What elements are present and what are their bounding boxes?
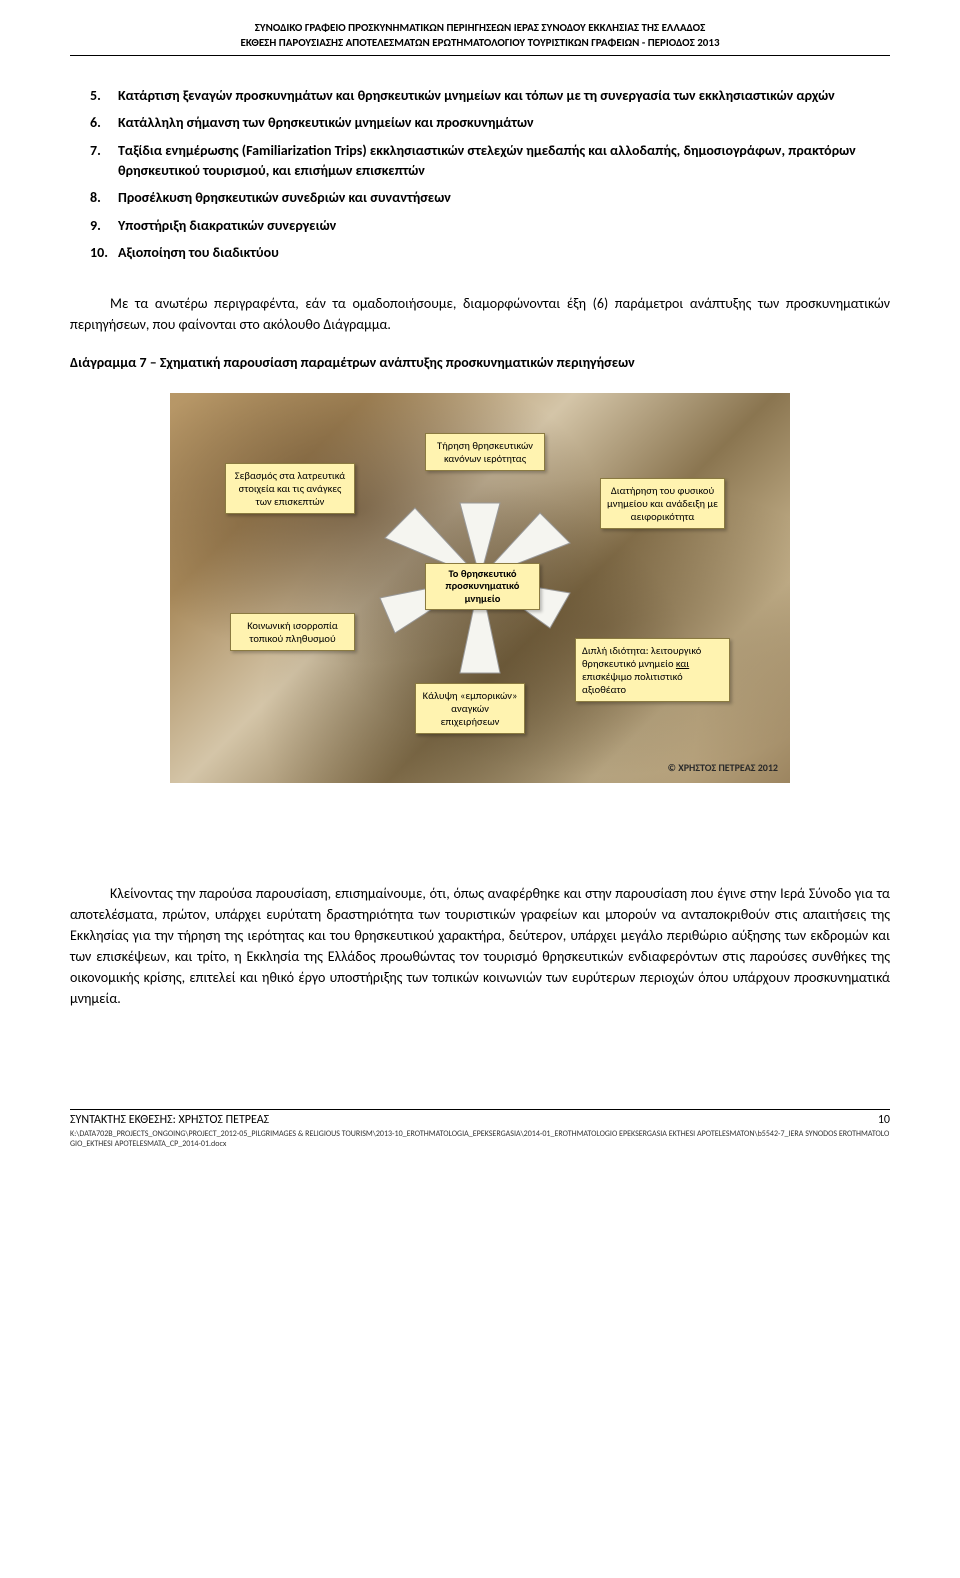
list-item: 6.Κατάλληλη σήμανση των θρησκευτικών μνη… [90, 113, 890, 133]
list-text: Υποστήριξη διακρατικών συνεργειών [118, 216, 890, 236]
diagram-box-top-left: Σεβασμός στα λατρευτικά στοιχεία και τις… [225, 463, 355, 514]
diagram-center-box: Το θρησκευτικό προσκυνηματικό μνημείο [425, 563, 540, 611]
page-header: ΣΥΝΟΔΙΚΟ ΓΡΑΦΕΙΟ ΠΡΟΣΚΥΝΗΜΑΤΙΚΩΝ ΠΕΡΙΗΓΗ… [70, 20, 890, 56]
list-item: 7.Ταξίδια ενημέρωσης (Familiarization Tr… [90, 141, 890, 180]
paragraph-intro: Με τα ανωτέρω περιγραφέντα, εάν τα ομαδο… [70, 293, 890, 335]
list-item: 10.Αξιοποίηση του διαδικτύου [90, 243, 890, 263]
diagram-box-br-text2: και [676, 657, 689, 670]
page-footer: ΣΥΝΤΑΚΤΗΣ ΕΚΘΕΣΗΣ: ΧΡΗΣΤΟΣ ΠΕΤΡΕΑΣ 10 K:… [70, 1109, 890, 1150]
list-text: Κατάρτιση ξεναγών προσκυνημάτων και θρησ… [118, 86, 890, 106]
diagram-title: Διάγραμμα 7 – Σχηματική παρουσίαση παραμ… [70, 353, 890, 373]
footer-file-path: K:\DATA702B_PROJECTS_ONGOING\PROJECT_201… [70, 1130, 890, 1149]
list-item: 9.Υποστήριξη διακρατικών συνεργειών [90, 216, 890, 236]
header-line-2: ΕΚΘΕΣΗ ΠΑΡΟΥΣΙΑΣΗΣ ΑΠΟΤΕΛΕΣΜΑΤΩΝ ΕΡΩΤΗΜΑ… [70, 35, 890, 50]
header-line-1: ΣΥΝΟΔΙΚΟ ΓΡΑΦΕΙΟ ΠΡΟΣΚΥΝΗΜΑΤΙΚΩΝ ΠΕΡΙΗΓΗ… [70, 20, 890, 35]
diagram-7: Το θρησκευτικό προσκυνηματικό μνημείο Τή… [170, 393, 790, 783]
list-item: 8.Προσέλκυση θρησκευτικών συνεδριών και … [90, 188, 890, 208]
list-text: Προσέλκυση θρησκευτικών συνεδριών και συ… [118, 188, 890, 208]
footer-row: ΣΥΝΤΑΚΤΗΣ ΕΚΘΕΣΗΣ: ΧΡΗΣΤΟΣ ΠΕΤΡΕΑΣ 10 [70, 1112, 890, 1129]
diagram-box-top: Τήρηση θρησκευτικών κανόνων ιερότητας [425, 433, 545, 471]
numbered-list: 5.Κατάρτιση ξεναγών προσκυνημάτων και θρ… [90, 86, 890, 263]
list-num: 9. [90, 216, 118, 236]
list-num: 10. [90, 243, 118, 263]
list-item: 5.Κατάρτιση ξεναγών προσκυνημάτων και θρ… [90, 86, 890, 106]
list-num: 8. [90, 188, 118, 208]
paragraph-closing: Κλείνοντας την παρούσα παρουσίαση, επιση… [70, 883, 890, 1009]
list-text: Κατάλληλη σήμανση των θρησκευτικών μνημε… [118, 113, 890, 133]
footer-author: ΣΥΝΤΑΚΤΗΣ ΕΚΘΕΣΗΣ: ΧΡΗΣΤΟΣ ΠΕΤΡΕΑΣ [70, 1112, 269, 1129]
list-text: Αξιοποίηση του διαδικτύου [118, 243, 890, 263]
diagram-box-br-text3: επισκέψιμο πολιτιστικό αξιοθέατο [582, 670, 683, 696]
diagram-box-bottom: Κάλυψη «εμπορικών» αναγκών επιχειρήσεων [415, 683, 525, 734]
diagram-copyright: © ΧΡΗΣΤΟΣ ΠΕΤΡΕΑΣ 2012 [668, 761, 778, 775]
page-number: 10 [878, 1112, 890, 1129]
list-text: Ταξίδια ενημέρωσης (Familiarization Trip… [118, 141, 890, 180]
list-num: 6. [90, 113, 118, 133]
list-num: 7. [90, 141, 118, 180]
list-num: 5. [90, 86, 118, 106]
diagram-box-bottom-right: Διπλή ιδιότητα: λειτουργικό θρησκευτικό … [575, 638, 730, 703]
diagram-box-top-right: Διατήρηση του φυσικού μνημείου και ανάδε… [600, 478, 725, 529]
diagram-box-bottom-left: Κοινωνική ισορροπία τοπικού πληθυσμού [230, 613, 355, 651]
